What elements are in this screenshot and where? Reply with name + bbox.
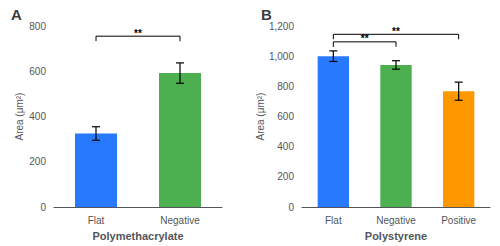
svg-text:Positive: Positive xyxy=(441,215,476,226)
svg-text:Area (μm²): Area (μm²) xyxy=(255,93,266,141)
svg-text:200: 200 xyxy=(29,156,46,167)
svg-text:600: 600 xyxy=(29,66,46,77)
svg-text:800: 800 xyxy=(29,21,46,32)
svg-text:**: ** xyxy=(134,28,142,39)
svg-text:Flat: Flat xyxy=(88,215,105,226)
svg-text:0: 0 xyxy=(40,202,46,213)
svg-text:Polystyrene: Polystyrene xyxy=(365,230,427,242)
svg-text:400: 400 xyxy=(277,141,294,152)
svg-text:Negative: Negative xyxy=(376,215,416,226)
svg-text:A: A xyxy=(11,6,22,23)
svg-text:**: ** xyxy=(361,33,369,44)
svg-text:600: 600 xyxy=(277,111,294,122)
svg-text:Polymethacrylate: Polymethacrylate xyxy=(92,230,183,242)
svg-text:400: 400 xyxy=(29,111,46,122)
svg-text:1,000: 1,000 xyxy=(269,51,294,62)
svg-text:Negative: Negative xyxy=(160,215,200,226)
svg-text:0: 0 xyxy=(288,202,294,213)
svg-text:1,200: 1,200 xyxy=(269,21,294,32)
svg-text:Flat: Flat xyxy=(325,215,342,226)
svg-text:200: 200 xyxy=(277,171,294,182)
svg-text:800: 800 xyxy=(277,81,294,92)
svg-text:B: B xyxy=(261,6,272,23)
svg-text:Area (μm²): Area (μm²) xyxy=(14,93,25,141)
svg-text:**: ** xyxy=(392,26,400,37)
